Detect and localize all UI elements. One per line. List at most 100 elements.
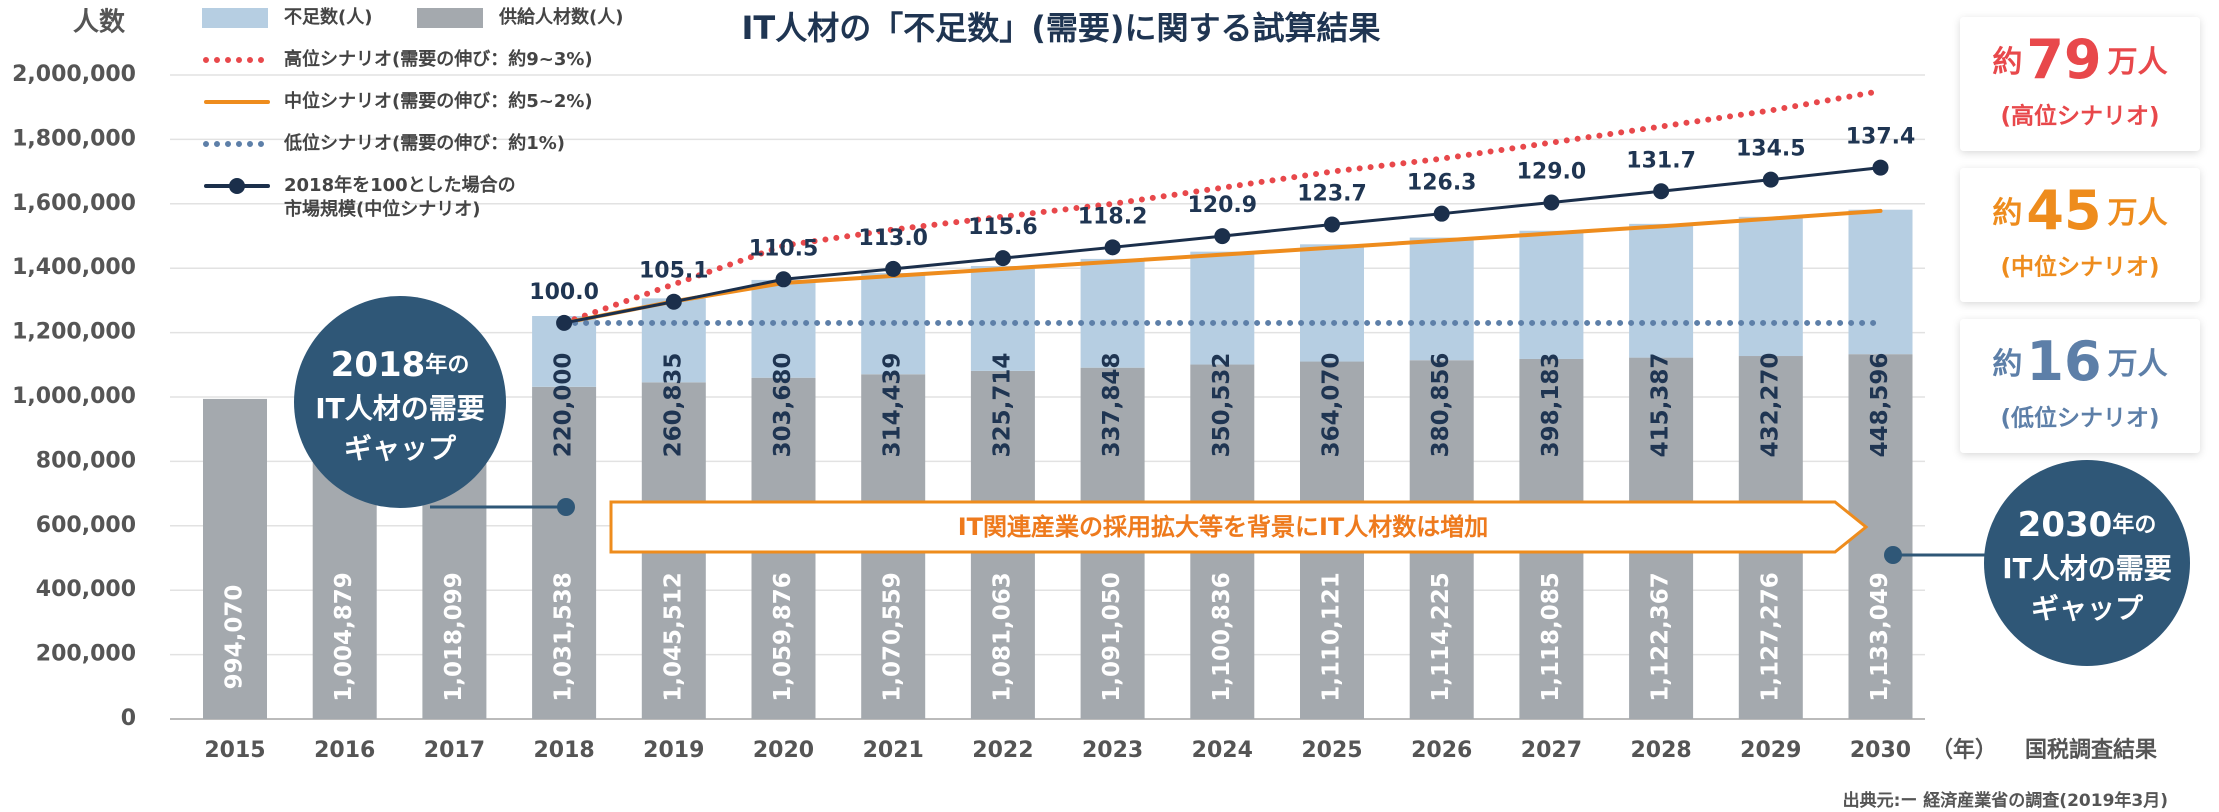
- swatch: [202, 8, 268, 28]
- callout-box: [1960, 168, 2200, 302]
- y-tick-label: 800,000: [36, 448, 136, 473]
- data-label: 105.1: [639, 259, 709, 284]
- data-label: 115.6: [968, 215, 1038, 240]
- callout-prefix: 約: [1992, 196, 2022, 231]
- callout-value: 16: [2026, 330, 2101, 393]
- data-label: 398,183: [1538, 353, 1564, 458]
- chart-title: IT人材の「不足数」(需要)に関する試算結果: [742, 9, 1381, 47]
- legend-label: 低位シナリオ(需要の伸び：約1%): [284, 133, 566, 154]
- marker: [885, 260, 902, 277]
- x-tick-label: 2028: [1630, 738, 1691, 763]
- data-label: 415,387: [1648, 353, 1674, 458]
- callout-scenario: (中位シナリオ): [2000, 254, 2159, 281]
- bar: [1629, 223, 1694, 358]
- data-label: 118.2: [1078, 204, 1148, 229]
- marker: [1214, 228, 1231, 245]
- gap-line: IT人材の需要: [2002, 552, 2172, 585]
- y-tick-label: 1,200,000: [12, 320, 136, 345]
- data-label: 364,070: [1319, 353, 1345, 458]
- gap-suffix: 年の: [2112, 512, 2156, 538]
- data-label: 1,004,879: [331, 572, 357, 702]
- line: [561, 88, 1884, 326]
- x-tick-label: 2023: [1082, 738, 1143, 763]
- x-tick-label: 2026: [1411, 738, 1472, 763]
- data-label: 260,835: [660, 353, 686, 458]
- connector-dot: [557, 498, 575, 516]
- arrow-text: IT関連産業の採用拡大等を背景にIT人材数は増加: [958, 513, 1489, 541]
- data-label: 131.7: [1626, 148, 1696, 173]
- data-label: 1,059,876: [770, 572, 796, 702]
- gap-title: 2018年の: [331, 345, 470, 385]
- x-tick-label: 2021: [863, 738, 924, 763]
- x-tick-label: 2018: [533, 738, 594, 763]
- legend-item: 高位シナリオ(需要の伸び：約9~3%): [202, 48, 593, 72]
- x-tick-label: 2022: [972, 738, 1033, 763]
- bar: [1190, 251, 1255, 365]
- gap-line: ギャップ: [344, 432, 457, 465]
- data-label: 1,091,050: [1099, 572, 1125, 702]
- marker: [1872, 159, 1889, 176]
- bar: [1848, 354, 1913, 719]
- marker: [556, 314, 573, 331]
- callout-unit: 万人: [2108, 45, 2168, 80]
- x-tick-label: 2027: [1521, 738, 1582, 763]
- marker: [1653, 183, 1670, 200]
- bar: [1519, 230, 1584, 359]
- y-tick-label: 1,800,000: [12, 126, 136, 151]
- data-label: 325,714: [989, 353, 1015, 458]
- data-label: 1,100,836: [1209, 572, 1235, 702]
- callout-main: 約79 万人: [1992, 28, 2167, 91]
- data-label: 120.9: [1188, 193, 1258, 218]
- x-tick-label: 2019: [643, 738, 704, 763]
- callouts: 約79 万人(高位シナリオ)約45 万人(中位シナリオ)約16 万人(低位シナリオ): [1960, 17, 2200, 453]
- bar: [970, 266, 1035, 371]
- y-tick-label: 600,000: [36, 513, 136, 538]
- gap-suffix: 年の: [425, 352, 469, 378]
- data-label: 1,018,099: [441, 572, 467, 702]
- data-label: 380,856: [1428, 353, 1454, 458]
- legend-label: 供給人材数(人): [499, 7, 624, 28]
- legend-swatch: [204, 178, 270, 194]
- data-label: 1,031,538: [551, 572, 577, 702]
- callout-unit: 万人: [2108, 196, 2168, 231]
- gap-line: IT人材の需要: [315, 392, 485, 425]
- gap-title: 2030年の: [2018, 505, 2157, 545]
- legend-label: 不足数(人): [284, 7, 373, 28]
- legend-label: 2018年を100とした場合の 市場規模(中位シナリオ): [284, 175, 516, 220]
- bar: [1848, 209, 1913, 355]
- marker: [1104, 239, 1121, 256]
- y-tick-label: 400,000: [36, 577, 136, 602]
- arrow: [609, 500, 1869, 554]
- x-tick-label: 2024: [1192, 738, 1253, 763]
- legend-label: 中位シナリオ(需要の伸び：約5~2%): [284, 91, 593, 112]
- data-label: 110.5: [749, 236, 819, 261]
- bar: [641, 298, 706, 383]
- y-axis-label: 人数: [73, 8, 126, 38]
- callout-scenario: (低位シナリオ): [2000, 405, 2159, 432]
- data-label: 1,122,367: [1648, 572, 1674, 702]
- bar: [203, 398, 267, 719]
- swatch: [229, 178, 245, 194]
- legend-label: 高位シナリオ(需要の伸び：約9~3%): [284, 49, 593, 70]
- data-label: 113.0: [858, 226, 928, 251]
- data-label: 1,127,276: [1757, 572, 1783, 702]
- source: 出典元:ー 経済産業省の調査(2019年3月): [1843, 790, 2168, 811]
- marker: [1762, 171, 1779, 188]
- annotations: 2018年の IT人材の需要 ギャップ IT関連産業の採用拡大等を背景にIT人材…: [294, 296, 2190, 666]
- y-tick-label: 200,000: [36, 642, 136, 667]
- data-label: 1,133,049: [1867, 572, 1893, 702]
- gap-circle: [1984, 460, 2190, 666]
- x-tick-label: 2025: [1301, 738, 1362, 763]
- x-tick-label: 2020: [753, 738, 814, 763]
- legend-swatch: [203, 57, 271, 63]
- legend-swatch: [417, 8, 483, 28]
- data-label: 126.3: [1407, 171, 1477, 196]
- data-label: 1,118,085: [1538, 572, 1564, 702]
- gap-circle: [294, 296, 506, 508]
- legend-item: 2018年を100とした場合の 市場規模(中位シナリオ): [202, 174, 516, 222]
- legend-item: 低位シナリオ(需要の伸び：約1%): [202, 132, 565, 156]
- data-label: 123.7: [1297, 181, 1367, 206]
- legend-item: 中位シナリオ(需要の伸び：約5~2%): [202, 90, 593, 114]
